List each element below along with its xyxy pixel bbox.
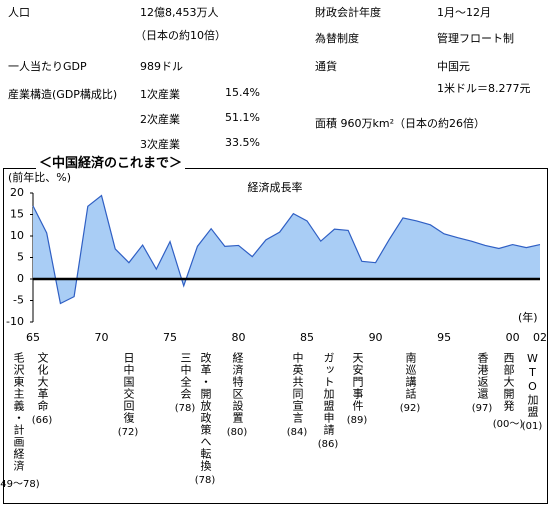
event: 日中国交回復 [122,352,135,424]
event-year: (49～78) [0,479,40,490]
event-year: (72) [117,427,139,438]
x-tick-label: 85 [300,331,314,344]
cell: 33.5% [225,136,260,149]
value: 12億8,453万人 [140,6,219,19]
label: 一人当たりGDP [8,60,87,73]
event: 毛沢東主義・計画経済 [12,352,25,472]
event-year: (00～) [492,419,524,430]
x-tick-label: 70 [95,331,109,344]
annotation: 文化大革命 (66) [28,352,56,426]
x-tick-label: 00 [506,331,520,344]
note: （日本の約10倍） [135,29,226,42]
area: 面積 960万km²（日本の約26倍） [315,117,485,130]
annotation: 香港返還 (97) [468,352,496,414]
annotation: 日中国交回復 (72) [114,352,142,438]
event-year: (84) [286,427,308,438]
x-tick-label: 95 [437,331,451,344]
x-tick-label: 65 [26,331,40,344]
value: 1月～12月 [437,6,491,19]
label: 為替制度 [315,32,359,45]
event-year: (97) [471,403,493,414]
event: 西部大開発 [502,352,515,412]
annotation: 毛沢東主義・計画経済 (49～78) [0,352,40,490]
note: 1米ドル＝8.277元 [437,82,531,95]
event-year: (89) [346,415,368,426]
y-tick-label: -5 [13,294,24,307]
event: 改革・開放政策へ転換 [199,352,212,472]
line [32,194,541,305]
event: 経済特区設置 [231,352,244,424]
annotation: 三中全会 (78) [171,352,199,414]
annotation: 西部大開発 (00～) [492,352,524,430]
cell: 51.1% [225,111,260,124]
annotation: 改革・開放政策へ転換 (78) [191,352,219,486]
area [33,195,540,304]
event: ガット加盟申請 [322,352,335,436]
y-axis-label: (前年比、%) [8,170,71,184]
cell: 2次産業 [140,113,180,126]
event-year: (80) [226,427,248,438]
event: 中英共同宣言 [291,352,304,424]
event: 天安門事件 [351,352,364,412]
x-tick-label: 75 [163,331,177,344]
annotation: WTO加盟 (01) [518,352,546,432]
value: 中国元 [437,60,470,73]
event: 南巡講話 [404,352,417,400]
y-tick-label: -10 [6,315,24,328]
x-tick-label: 90 [369,331,383,344]
event-year: (78) [194,475,216,486]
label: 人口 [8,6,30,19]
value: 管理フロート制 [437,32,514,45]
event: 文化大革命 [36,352,49,412]
x-tick-label: 02 [533,331,547,344]
annotation: 中英共同宣言 (84) [283,352,311,438]
event: WTO加盟 [526,352,539,418]
y-tick-label: 5 [17,251,24,264]
label: 通貨 [315,60,337,73]
cell: 15.4% [225,86,260,99]
y-tick-label: 10 [10,229,24,242]
annotation: 天安門事件 (89) [343,352,371,426]
event-year: (01) [521,421,543,432]
value: 989ドル [140,60,183,73]
annotation: ガット加盟申請 (86) [314,352,342,450]
label: 産業構造(GDP構成比) [8,88,118,101]
event-year: (78) [174,403,196,414]
y-tick-label: 15 [10,208,24,221]
event: 香港返還 [476,352,489,400]
x-axis-label: (年) [518,310,538,324]
cell: 1次産業 [140,88,180,101]
y-tick-label: 0 [17,272,24,285]
event-year: (92) [399,403,421,414]
chart-frame [3,168,548,504]
event: 三中全会 [179,352,192,400]
heading: ＜中国経済のこれまで＞ [36,152,186,171]
annotation: 南巡講話 (92) [396,352,424,414]
chart-title: 経済成長率 [248,180,303,194]
y-tick-label: 20 [10,186,24,199]
annotation: 経済特区設置 (80) [223,352,251,438]
label: 財政会計年度 [315,6,381,19]
x-tick-label: 80 [232,331,246,344]
event-year: (66) [31,415,53,426]
cell: 3次産業 [140,138,180,151]
event-year: (86) [317,439,339,450]
